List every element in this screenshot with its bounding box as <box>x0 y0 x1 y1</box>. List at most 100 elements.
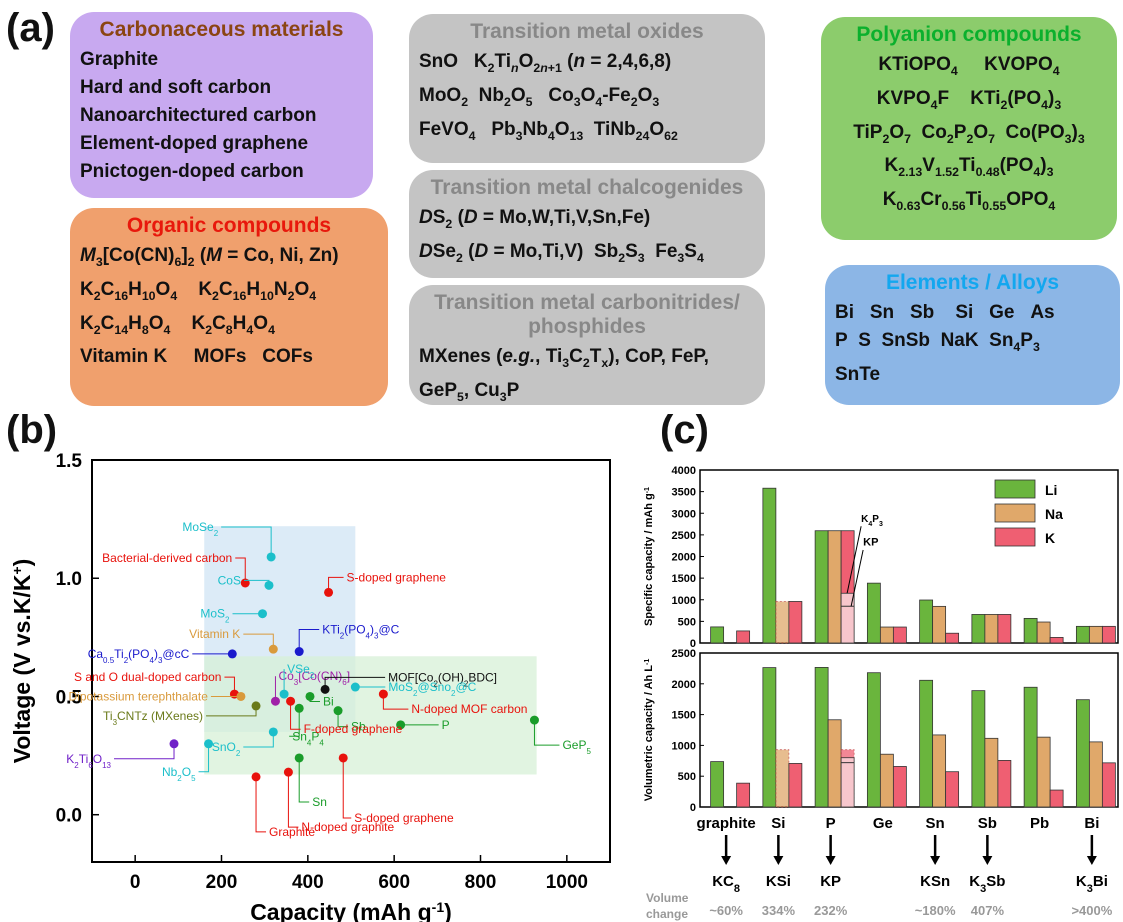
box-title: Polyanion compounds <box>856 23 1082 46</box>
bar <box>1101 625 1116 644</box>
legend-swatch <box>994 479 1036 499</box>
bar <box>710 626 725 644</box>
box-polyanion: Polyanion compounds KTiOPO4 KVOPO4 KVPO4F … <box>821 17 1117 240</box>
point-label: MOF[Co2(OH)2BDC] <box>388 670 497 688</box>
leader-line <box>198 743 210 773</box>
bar <box>892 766 907 808</box>
category-label: Si <box>771 815 785 832</box>
volume-change: 334% <box>762 903 796 918</box>
bar <box>1023 617 1038 644</box>
shaded-region <box>204 656 537 775</box>
y-tick-label: 3500 <box>672 487 696 499</box>
bar <box>984 737 999 808</box>
box-title: Elements / Alloys <box>885 271 1060 294</box>
legend-swatch <box>994 527 1036 547</box>
point-label: Dipotassium terephthalate <box>69 689 209 703</box>
box-carbonaceous: Carbonaceous materials Graphite Hard and s… <box>70 12 373 198</box>
box-line: MXenes (e.g., Ti3C2Tx), CoP, FeP, <box>419 346 709 370</box>
data-point <box>396 720 406 730</box>
x-tick-label: 600 <box>378 872 410 893</box>
box-line: DSe2 (D = Mo,Ti,V) Sb2S3 Fe3S4 <box>419 240 704 265</box>
box-title: Transition metal carbonitrides/phosphide… <box>434 291 740 338</box>
box-line: K0.63Cr0.56Ti0.55OPO4 <box>882 189 1056 213</box>
product-label: K3Sb <box>969 873 1005 895</box>
bar <box>866 582 881 644</box>
leader-line <box>337 710 349 728</box>
data-point <box>268 727 278 737</box>
bar <box>1075 699 1090 808</box>
y-tick-label: 1.5 <box>56 451 83 472</box>
point-label: Vitamin K <box>189 627 240 641</box>
legend-label: Li <box>1045 482 1057 498</box>
bar <box>814 530 829 644</box>
leader-line <box>243 633 274 650</box>
bar <box>919 599 934 644</box>
y-tick-label: 1000 <box>672 595 696 607</box>
point-label: S and O dual-doped carbon <box>74 670 221 684</box>
bar <box>932 734 947 808</box>
box-line: FeVO4 Pb3Nb4O13 TiNb24O62 <box>419 118 678 143</box>
product-label: K3Bi <box>1076 873 1108 895</box>
bar <box>827 530 842 644</box>
box-title: Transition metal oxides <box>470 20 704 43</box>
point-label: MoS2@Sno2@C <box>388 680 476 698</box>
bar <box>971 690 986 808</box>
category-label: Pb <box>1030 815 1049 832</box>
bar <box>762 487 777 644</box>
panel-b-label: (b) <box>6 408 58 452</box>
annotation-line <box>846 526 862 594</box>
bar <box>1036 621 1051 644</box>
bar <box>879 626 894 644</box>
bar <box>736 630 751 644</box>
bar <box>919 679 934 808</box>
point-label: S-doped graphene <box>347 570 447 584</box>
leader-line <box>328 576 344 593</box>
box-line: M3[Co(CN)6]2 (M = Co, Ni, Zn) <box>80 245 339 269</box>
y-tick-label: 0 <box>690 638 696 650</box>
legend-swatch <box>994 503 1036 523</box>
y-tick-label: 1500 <box>672 573 696 585</box>
box-line: MoO2 Nb2O5 Co3O4-Fe2O3 <box>419 84 660 109</box>
data-point <box>204 739 214 749</box>
volume-change: ~60% <box>709 903 743 918</box>
volume-change: >400% <box>1071 903 1112 918</box>
box-line: K2.13V1.52Ti0.48(PO4)3 <box>884 155 1054 180</box>
leader-line <box>287 772 299 828</box>
box-line: GeP5, Cu3P <box>419 379 520 404</box>
leader-line <box>533 720 560 746</box>
category-label: Sn <box>926 815 945 832</box>
data-point <box>266 552 276 562</box>
data-point <box>294 753 304 763</box>
bar <box>1036 736 1051 808</box>
data-point <box>227 649 237 659</box>
data-point <box>324 587 334 597</box>
bar <box>840 757 855 808</box>
point-label: SnO2 <box>212 740 241 758</box>
leader-line <box>114 743 175 760</box>
arrow-head <box>773 856 784 865</box>
bar <box>1023 686 1038 808</box>
y-tick-label: 4000 <box>672 465 696 477</box>
data-point <box>258 609 268 619</box>
category-label: Ge <box>873 815 893 832</box>
x-tick-label: 1000 <box>546 872 588 893</box>
data-point <box>305 691 315 701</box>
annotation-line <box>850 549 864 607</box>
box-line: Graphite <box>80 49 159 70</box>
bar <box>866 672 881 808</box>
bar <box>1088 625 1103 644</box>
y-axis-label: Volumetric capacity / Ah L-1 <box>643 659 655 802</box>
data-point <box>264 580 274 590</box>
point-label: Ca0.5Ti2(PO4)3@cC <box>88 647 190 665</box>
point-label: K2Ti6O13 <box>66 752 111 770</box>
leader-line <box>221 526 272 557</box>
box-title: Transition metal chalcogenides <box>430 176 744 199</box>
bar <box>788 601 803 644</box>
volume-change: ~180% <box>915 903 956 918</box>
data-point <box>294 647 304 657</box>
point-label: VSe2 <box>287 662 315 680</box>
leader-line <box>290 701 301 730</box>
capacity-bar-chart: 0 500 1000 1500 2000 2500 3000 3500 4000 Specific… <box>643 465 1119 921</box>
bar-annotation: KP <box>863 537 878 549</box>
box-line: Element-doped graphene <box>80 133 309 154</box>
